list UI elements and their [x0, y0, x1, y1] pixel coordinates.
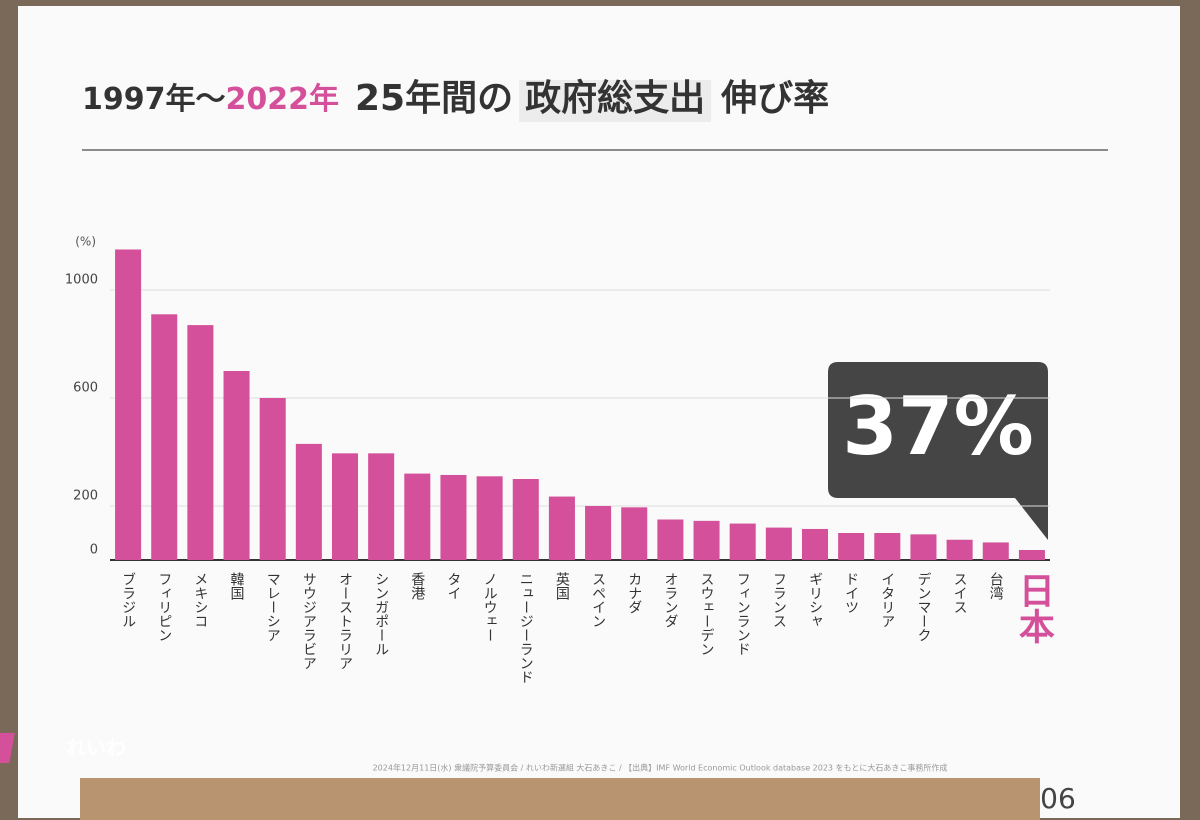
x-tick-label: シンガポール: [373, 572, 389, 656]
bar: [440, 474, 467, 560]
bar: [368, 453, 395, 560]
x-tick-label: サウジアラビア: [301, 572, 317, 670]
bar: [151, 314, 178, 560]
bar: [874, 533, 901, 560]
x-tick-label: メキシコ: [192, 572, 208, 628]
bar: [223, 371, 250, 560]
x-tick-label: オランダ: [662, 572, 678, 628]
title-highlight: [519, 80, 712, 122]
x-tick-label: ギリシャ: [807, 572, 823, 628]
x-tick-label: オーストラリア: [337, 572, 353, 670]
x-tick-label: 英国: [554, 571, 570, 600]
bar: [115, 249, 142, 560]
callout: [828, 362, 1048, 540]
x-tick-label: イタリア: [879, 572, 895, 628]
bar: [585, 506, 612, 560]
bar: [946, 539, 973, 560]
bar: [801, 528, 829, 560]
bar: [1018, 550, 1045, 560]
bar: [295, 443, 322, 560]
x-tick-label: 台湾: [988, 572, 1004, 600]
bar: [693, 520, 720, 560]
bar: [765, 527, 792, 560]
easel-ledge: [80, 778, 1040, 820]
bar: [729, 523, 756, 560]
x-tick-label: ニュージーランド: [518, 572, 534, 684]
x-tick-label: 香港: [409, 572, 425, 600]
x-tick-label: スウェーデン: [699, 572, 715, 656]
bar: [548, 496, 575, 560]
x-tick-label: スペイン: [590, 572, 606, 628]
bar: [331, 453, 359, 560]
x-tick-label: スイス: [952, 572, 968, 614]
x-tick-label: ブラジル: [120, 572, 136, 628]
bar: [982, 542, 1009, 560]
x-tick-label: フィリピン: [156, 572, 172, 642]
x-tick-label: タイ: [445, 572, 461, 600]
y-tick-label: 200: [73, 489, 98, 504]
bar: [187, 325, 214, 560]
bar: [910, 534, 937, 560]
x-tick-label: 韓国: [229, 572, 245, 600]
value-label: 37%: [842, 380, 1033, 473]
bar: [404, 473, 431, 560]
bar: [838, 533, 865, 560]
bar: [621, 507, 648, 560]
bar: [657, 519, 684, 560]
logo: れいわ: [66, 736, 126, 760]
page-number: 06: [1040, 782, 1076, 815]
bar: [476, 476, 503, 560]
y-tick-label: 1000: [65, 273, 98, 288]
x-tick-label: カナダ: [626, 572, 642, 614]
x-tick-label: ドイツ: [843, 572, 859, 614]
y-tick-label: 600: [73, 381, 98, 396]
x-tick-label: フィンランド: [735, 572, 751, 656]
x-tick-label: マレーシア: [265, 572, 281, 642]
y-unit: (%): [75, 235, 96, 249]
chart-title: 1997年～2022年 25年間の 政府総支出 伸び率: [82, 77, 829, 119]
x-tick-label: デンマーク: [915, 572, 931, 642]
footer: 2024年12月11日(水) 衆議院予算委員会 / れいわ新選組 大石あきこ /…: [373, 763, 948, 773]
x-tick-label: フランス: [771, 572, 787, 628]
bar: [512, 479, 539, 560]
y-tick-label: 0: [90, 543, 98, 558]
bar: [259, 398, 286, 560]
x-tick-label: 日本: [1013, 572, 1055, 644]
x-tick-label: ノルウェー: [482, 572, 498, 642]
